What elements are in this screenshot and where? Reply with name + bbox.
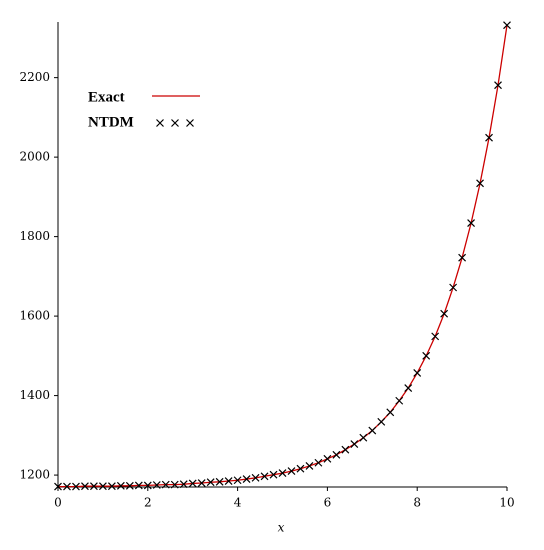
marker <box>413 369 422 377</box>
marker <box>134 481 143 490</box>
marker <box>359 433 368 442</box>
marker <box>170 480 179 489</box>
marker <box>89 482 98 491</box>
x-tick-label: 6 <box>324 496 332 510</box>
legend-marker <box>156 119 164 127</box>
marker <box>332 450 341 459</box>
y-tick-label: 2000 <box>19 150 50 164</box>
marker <box>287 467 296 476</box>
marker <box>269 470 278 479</box>
marker <box>242 475 251 483</box>
marker <box>395 396 404 405</box>
marker <box>188 479 197 488</box>
marker <box>296 464 305 473</box>
marker <box>386 408 395 417</box>
marker <box>404 384 413 392</box>
marker <box>323 454 332 463</box>
marker <box>368 426 377 435</box>
marker <box>206 478 215 487</box>
x-tick-label: 0 <box>54 496 62 510</box>
marker <box>458 253 467 262</box>
marker <box>224 477 233 485</box>
y-tick-label: 1400 <box>19 388 50 402</box>
marker <box>251 473 260 482</box>
marker <box>98 482 107 491</box>
marker <box>143 481 152 490</box>
legend-marker <box>171 119 179 127</box>
marker <box>476 179 484 188</box>
marker <box>422 351 431 360</box>
y-tick-label: 1200 <box>19 468 50 482</box>
marker <box>125 481 134 490</box>
marker <box>350 440 359 449</box>
marker <box>341 445 350 454</box>
marker <box>215 477 224 486</box>
marker <box>233 476 242 485</box>
marker <box>260 472 269 481</box>
legend-label: Exact <box>88 89 125 105</box>
marker <box>305 462 314 470</box>
marker <box>377 417 386 426</box>
legend-marker <box>186 119 194 127</box>
marker <box>485 133 493 142</box>
marker <box>81 482 89 491</box>
marker <box>107 482 116 491</box>
exact-line <box>58 25 508 488</box>
marker <box>449 283 458 292</box>
marker <box>494 81 502 90</box>
marker <box>161 480 170 489</box>
y-tick-label: 2200 <box>19 70 50 84</box>
x-tick-label: 4 <box>234 496 242 510</box>
marker <box>314 458 323 467</box>
marker <box>440 309 449 318</box>
legend-label: NTDM <box>88 114 134 130</box>
y-tick-label: 1800 <box>19 229 50 243</box>
marker <box>152 481 161 489</box>
marker <box>179 480 188 489</box>
marker <box>72 482 80 491</box>
marker <box>197 479 206 487</box>
x-tick-label: 10 <box>499 496 514 510</box>
y-tick-label: 1600 <box>19 309 50 323</box>
marker <box>116 481 125 490</box>
x-tick-label: 2 <box>144 496 152 510</box>
x-axis-label: x <box>278 521 285 535</box>
marker <box>54 482 62 491</box>
marker <box>431 332 440 341</box>
marker <box>467 219 476 228</box>
marker <box>63 482 71 491</box>
x-tick-label: 8 <box>413 496 421 510</box>
marker <box>278 469 287 478</box>
marker <box>503 21 511 30</box>
